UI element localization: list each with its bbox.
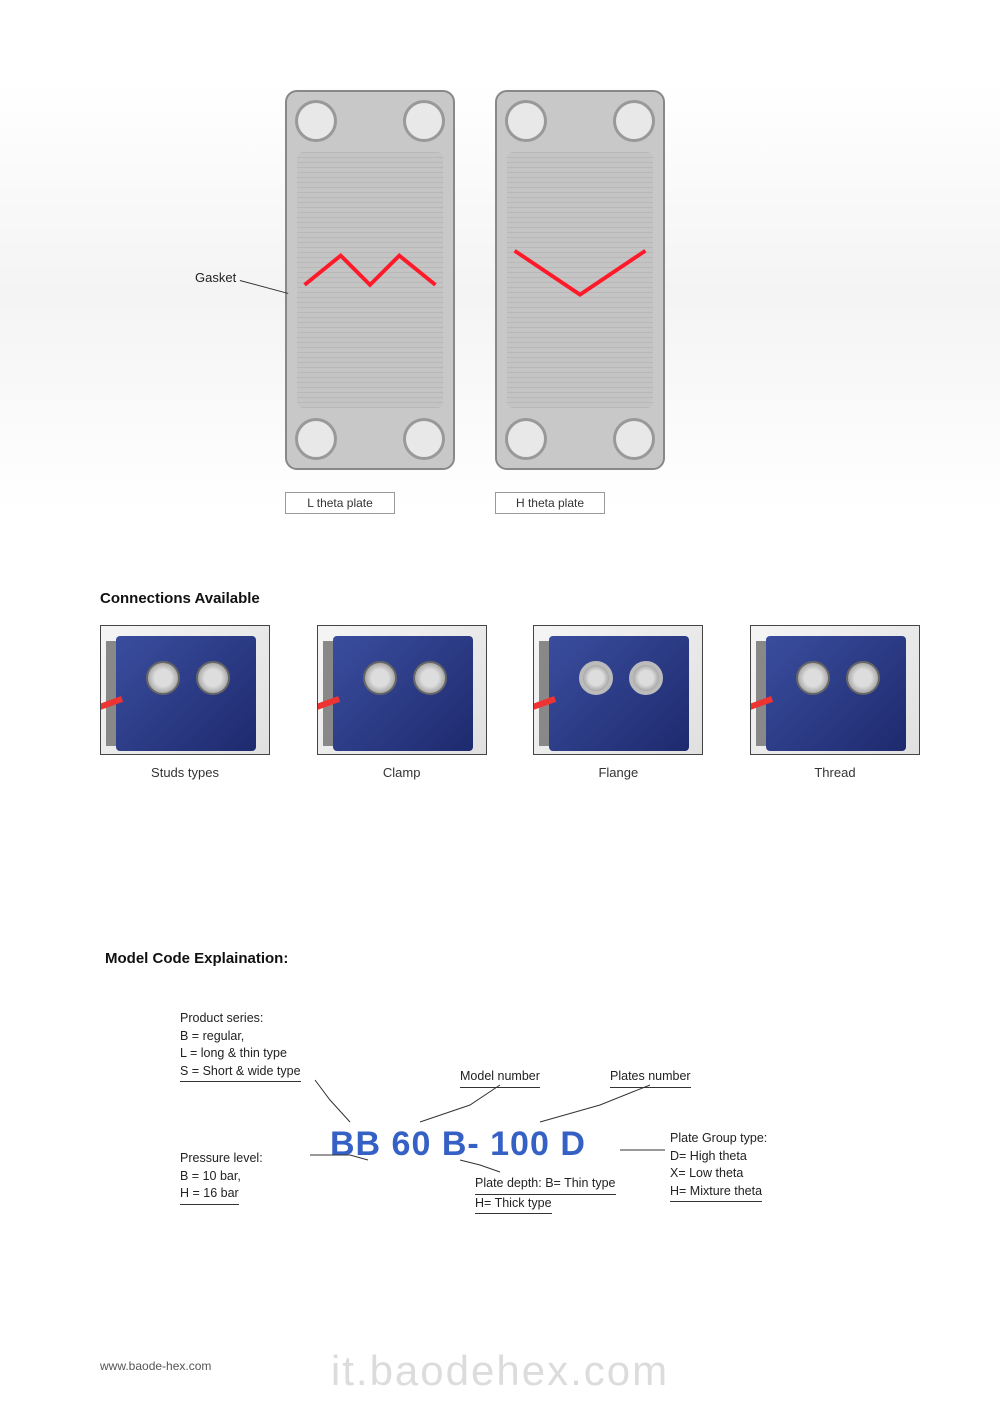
anno-model-number: Model number [460,1068,540,1088]
port-icon [613,418,655,460]
port-icon [295,418,337,460]
plates-section: Gasket L theta plate H theta plate [0,80,1000,510]
anno-head: Plate depth: B= Thin type [475,1175,616,1195]
port-icon [505,418,547,460]
plate-h-theta [495,90,665,470]
port-icon [403,100,445,142]
connection-caption: Thread [750,765,920,780]
anno-line: D= High theta [670,1149,747,1163]
connections-title: Connections Available [100,590,260,607]
anno-line: S = Short & wide type [180,1063,301,1083]
connection-caption: Clamp [317,765,487,780]
port-icon [403,418,445,460]
anno-head: Model number [460,1068,540,1088]
connection-item: Studs types [100,625,270,780]
anno-line: X= Low theta [670,1166,743,1180]
connection-thumb-thread [750,625,920,755]
watermark: it.baodehex.com [331,1347,669,1395]
anno-line: H= Thick type [475,1195,552,1215]
anno-line: H= Mixture theta [670,1183,762,1203]
port-icon [613,100,655,142]
anno-plates-number: Plates number [610,1068,691,1088]
plate-caption-left: L theta plate [285,492,395,514]
gasket-leader-line [235,280,288,312]
port-icon [505,100,547,142]
chevron-pattern [507,152,653,408]
anno-head: Plate Group type: [670,1130,767,1148]
port-icon [295,100,337,142]
model-code-title: Model Code Explaination: [105,950,288,967]
connection-thumb-flange [533,625,703,755]
plate-caption-right: H theta plate [495,492,605,514]
plate-l-theta [285,90,455,470]
anno-line: B = 10 bar, [180,1169,241,1183]
connection-caption: Studs types [100,765,270,780]
anno-plate-group: Plate Group type: D= High theta X= Low t… [670,1130,767,1202]
anno-line: B = regular, [180,1029,244,1043]
connections-row: Studs types Clamp Flange Thread [100,625,920,780]
anno-head: Product series: [180,1010,380,1028]
connection-thumb-studs [100,625,270,755]
anno-product-series: Product series: B = regular, L = long & … [180,1010,380,1082]
connection-thumb-clamp [317,625,487,755]
anno-head: Pressure level: [180,1150,380,1168]
gasket-label: Gasket [195,270,236,285]
connection-caption: Flange [533,765,703,780]
anno-plate-depth: Plate depth: B= Thin type H= Thick type [475,1175,616,1214]
connection-item: Thread [750,625,920,780]
anno-line: H = 16 bar [180,1185,239,1205]
connection-item: Flange [533,625,703,780]
footer-url: www.baode-hex.com [100,1359,211,1373]
anno-head: Plates number [610,1068,691,1088]
anno-pressure-level: Pressure level: B = 10 bar, H = 16 bar [180,1150,380,1205]
connection-item: Clamp [317,625,487,780]
chevron-pattern [297,152,443,408]
anno-line: L = long & thin type [180,1046,287,1060]
